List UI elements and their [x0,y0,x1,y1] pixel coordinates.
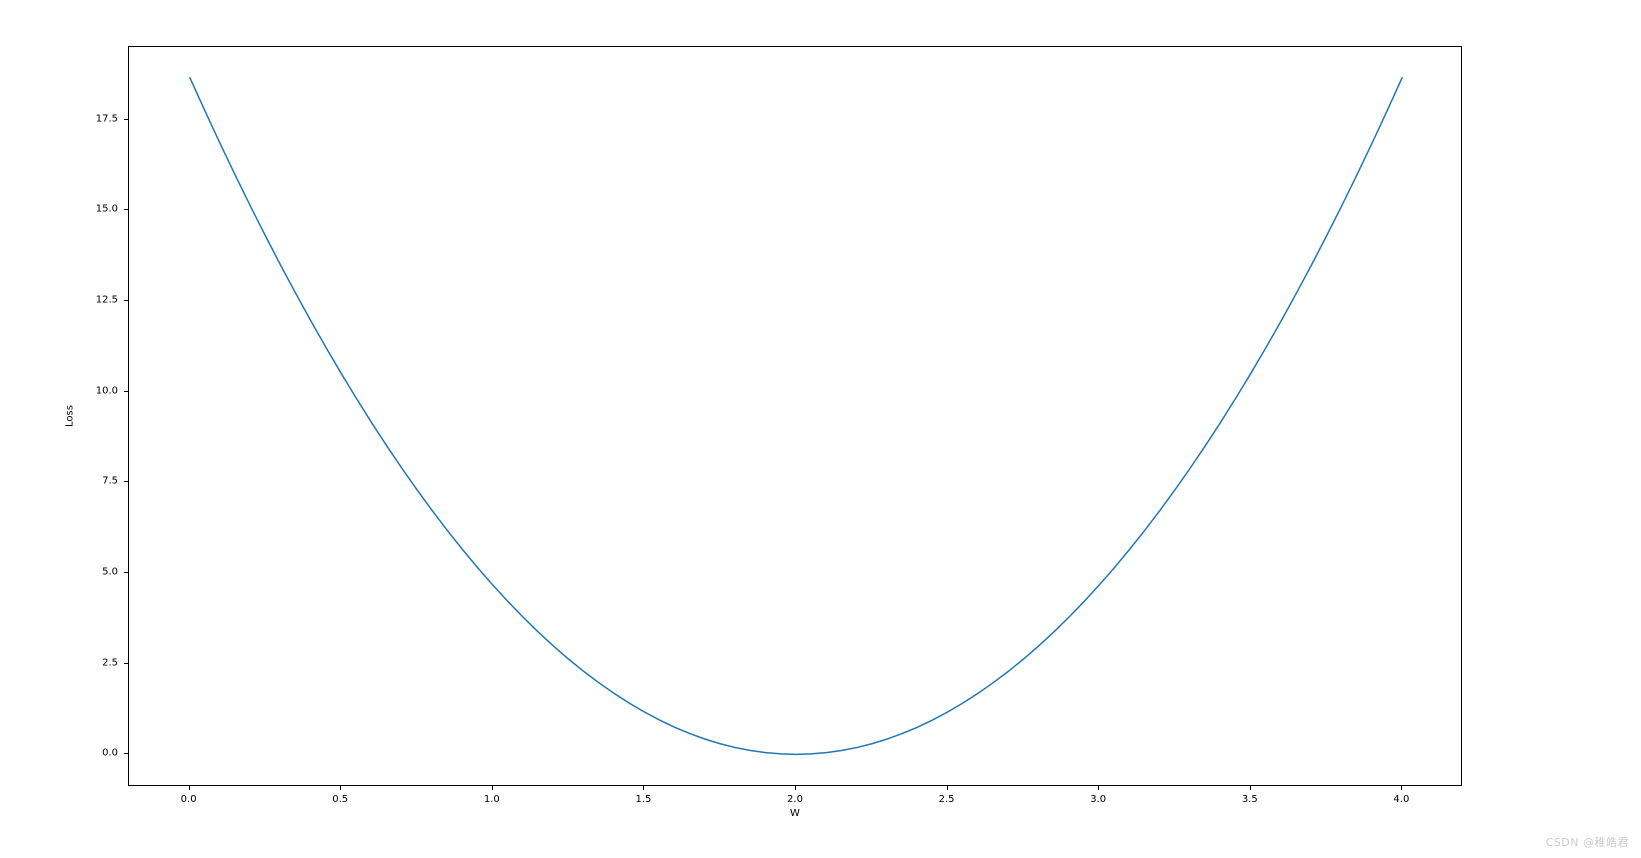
y-tick-mark [124,209,128,210]
x-tick-label: 0.5 [332,794,348,805]
y-tick-label: 12.5 [96,294,118,305]
x-tick-label: 1.0 [484,794,500,805]
x-tick-label: 1.5 [635,794,651,805]
x-tick-mark [947,786,948,790]
x-tick-label: 2.5 [939,794,955,805]
x-tick-mark [643,786,644,790]
x-tick-mark [492,786,493,790]
y-tick-mark [124,572,128,573]
y-tick-mark [124,391,128,392]
x-axis-label: W [790,808,800,819]
y-tick-label: 15.0 [96,204,118,215]
y-tick-mark [124,481,128,482]
y-tick-label: 7.5 [102,476,118,487]
chart-container: 0.0 0.5 1.0 1.5 2.0 2.5 3.0 3.5 4.0 0.0 2.5 5.0 7.5… [0,0,1641,858]
plot-area [128,46,1462,786]
x-tick-mark [340,786,341,790]
loss-curve-path [190,77,1403,754]
y-tick-mark [124,119,128,120]
y-axis-label: Loss [65,405,76,427]
x-tick-mark [1401,786,1402,790]
x-tick-label: 3.5 [1242,794,1258,805]
x-tick-label: 2.0 [787,794,803,805]
loss-curve [129,47,1463,787]
y-tick-mark [124,753,128,754]
x-tick-mark [795,786,796,790]
y-tick-label: 0.0 [102,748,118,759]
x-tick-label: 4.0 [1393,794,1409,805]
y-tick-mark [124,663,128,664]
x-tick-label: 0.0 [181,794,197,805]
y-tick-mark [124,300,128,301]
x-tick-mark [1250,786,1251,790]
watermark: CSDN @稚皓君 [1546,834,1629,850]
y-tick-label: 10.0 [96,385,118,396]
y-tick-label: 5.0 [102,566,118,577]
x-tick-mark [189,786,190,790]
y-tick-label: 17.5 [96,113,118,124]
x-tick-label: 3.0 [1090,794,1106,805]
y-tick-label: 2.5 [102,657,118,668]
x-tick-mark [1098,786,1099,790]
